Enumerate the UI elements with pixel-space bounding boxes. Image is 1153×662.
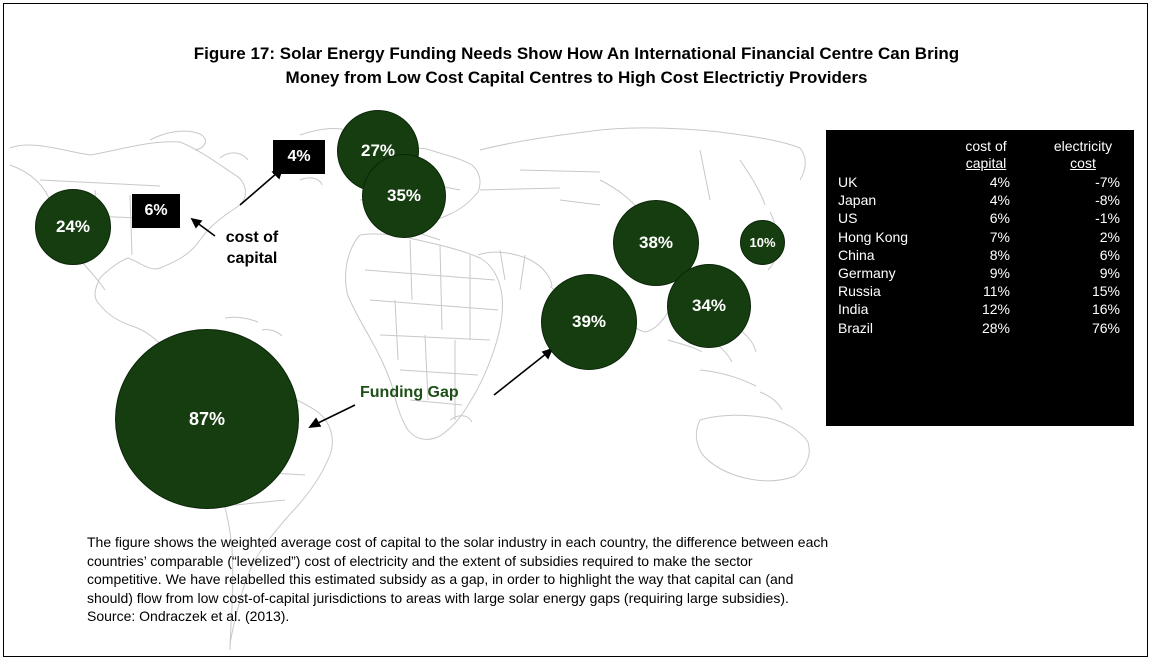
electricity-cell: 76% xyxy=(1091,319,1120,336)
capital-cell: 4% xyxy=(989,174,1010,190)
uk-cost-box: 4% xyxy=(273,140,325,174)
cost-of-capital-line2: capital xyxy=(226,250,278,267)
header-cost-of-capital-line1: cost of xyxy=(965,138,1007,154)
caption-line-3: competitive. We have relabelled this est… xyxy=(87,571,794,587)
table-row: China 8% 6% xyxy=(826,246,1134,264)
figure-title-line2: Money from Low Cost Capital Centres to H… xyxy=(285,68,868,87)
table-row: Russia 11% 15% xyxy=(826,282,1134,300)
arrowhead-brazil xyxy=(308,417,322,428)
capital-cell: 4% xyxy=(989,192,1010,209)
electricity-cell: -7% xyxy=(1095,174,1120,190)
table-row: Brazil 28% 76% xyxy=(826,319,1134,337)
capital-cell: 9% xyxy=(989,265,1010,281)
funding-gap-label: Funding Gap xyxy=(360,384,459,401)
capital-cell: 6% xyxy=(989,210,1010,227)
figure-frame xyxy=(3,3,1148,657)
country-cell: India xyxy=(838,301,869,318)
figure-title: Figure 17: Solar Energy Funding Needs Sh… xyxy=(20,42,1133,90)
table-row: UK 4% -7% xyxy=(826,173,1134,191)
arrow-to-india xyxy=(493,352,548,396)
figure-title-line1: Figure 17: Solar Energy Funding Needs Sh… xyxy=(193,44,960,63)
country-cell: UK xyxy=(838,174,858,190)
country-cell: US xyxy=(838,210,858,227)
brazil-bubble: 87% xyxy=(115,329,299,509)
capital-cell: 8% xyxy=(989,246,1010,263)
table-row: Hong Kong 7% 2% xyxy=(826,228,1134,246)
figure-caption: The figure shows the weighted average co… xyxy=(87,533,1117,626)
country-cell: Russia xyxy=(838,283,881,300)
electricity-cell: -8% xyxy=(1095,192,1120,209)
country-cell: Japan xyxy=(838,192,877,209)
japan-bubble: 10% xyxy=(740,220,785,265)
country-cell: Hong Kong xyxy=(838,228,909,245)
country-cell: Brazil xyxy=(838,319,874,336)
electricity-cell: -1% xyxy=(1095,210,1120,227)
us-cost-box: 6% xyxy=(132,194,180,228)
electricity-cell: 9% xyxy=(1099,265,1120,281)
caption-line-4: should) flow from low cost-of-capital ju… xyxy=(87,589,789,606)
arrow-to-uk-cost xyxy=(239,172,278,206)
table-row: Germany 9% 9% xyxy=(826,264,1134,282)
caption-line-5: Source: Ondraczek et al. (2013). xyxy=(87,608,290,624)
arrows xyxy=(190,167,554,428)
cost-table: cost of capital electricity cost UK 4% -7%… xyxy=(826,130,1134,426)
caption-line-1: The figure shows the weighted average co… xyxy=(87,534,829,550)
us-bubble: 24% xyxy=(35,189,111,265)
table-row: Japan 4% -8% xyxy=(826,191,1134,209)
header-cost-of-capital: cost of capital xyxy=(944,138,1028,172)
capital-cell: 28% xyxy=(981,319,1010,336)
electricity-cell: 2% xyxy=(1099,228,1120,245)
header-cost-of-capital-line2: capital xyxy=(965,155,1007,171)
table-row: India 12% 16% xyxy=(826,300,1134,318)
cost-of-capital-line1: cost of xyxy=(225,229,279,246)
cost-of-capital-annotation: cost of capital xyxy=(212,227,292,269)
germany-bubble: 35% xyxy=(362,154,446,238)
header-electricity-cost-line2: cost xyxy=(1070,155,1096,171)
electricity-cell: 15% xyxy=(1091,283,1120,300)
electricity-cell: 6% xyxy=(1099,246,1120,263)
arrowhead-india xyxy=(541,347,554,360)
india-bubble: 39% xyxy=(541,274,637,370)
arrowhead-us-cost xyxy=(190,217,203,229)
arrow-to-brazil xyxy=(315,404,356,425)
header-electricity-cost: electricity cost xyxy=(1038,138,1128,172)
caption-line-2: countries’ comparable (“levelized”) cost… xyxy=(87,552,753,569)
capital-cell: 7% xyxy=(989,228,1010,245)
capital-cell: 12% xyxy=(981,301,1010,318)
capital-cell: 11% xyxy=(983,283,1010,300)
header-electricity-cost-line1: electricity xyxy=(1053,138,1113,154)
country-cell: Germany xyxy=(838,265,896,281)
country-cell: China xyxy=(838,246,875,263)
electricity-cell: 16% xyxy=(1091,301,1120,318)
china-bubble: 34% xyxy=(667,264,751,348)
table-row: US 6% -1% xyxy=(826,209,1134,227)
